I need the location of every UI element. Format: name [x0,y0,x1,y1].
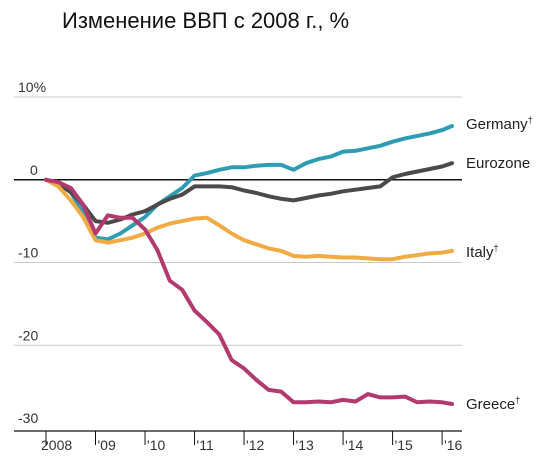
x-tick-label: '12 [246,437,264,453]
gridlines [14,96,462,346]
y-axis: 10% 0 -10 -20 -30 [18,79,46,426]
series-label-eurozone: Eurozone [466,155,530,172]
x-axis: 2008 '09 '10 '11 '12 '13 '14 '15 '16 [14,430,463,453]
y-tick-label: 10% [18,79,46,95]
x-tick-label: '10 [147,437,165,453]
chart-title: Изменение ВВП с 2008 г., % [62,8,350,33]
x-tick-label: 2008 [41,437,72,453]
y-tick-label: -30 [18,410,38,426]
series-lines [44,124,454,406]
series-line-eurozone [44,161,454,225]
y-tick-label: -20 [18,327,38,343]
x-tick-label: '14 [345,437,363,453]
x-tick-label: '11 [197,437,214,453]
x-tick-label: '09 [98,437,116,453]
x-tick-label: '15 [395,437,413,453]
series-labels: Germany† Eurozone Italy† Greece† [466,115,533,413]
series-label-greece: Greece† [466,395,520,413]
x-tick-label: '13 [296,437,314,453]
series-line-germany [44,124,454,242]
series-line-italy [44,177,454,262]
series-line-greece [44,177,454,406]
series-label-italy: Italy† [466,243,499,261]
y-tick-label: -10 [18,245,38,261]
x-tick-label: '16 [444,437,462,453]
series-label-germany: Germany† [466,115,533,133]
y-tick-label: 0 [30,162,38,178]
